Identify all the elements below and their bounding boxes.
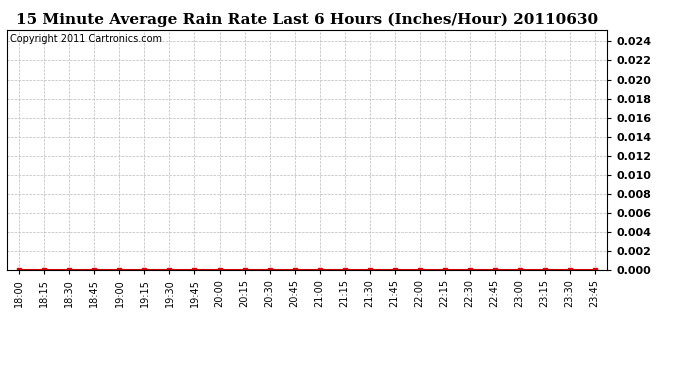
Text: Copyright 2011 Cartronics.com: Copyright 2011 Cartronics.com [10, 34, 162, 44]
Title: 15 Minute Average Rain Rate Last 6 Hours (Inches/Hour) 20110630: 15 Minute Average Rain Rate Last 6 Hours… [16, 13, 598, 27]
